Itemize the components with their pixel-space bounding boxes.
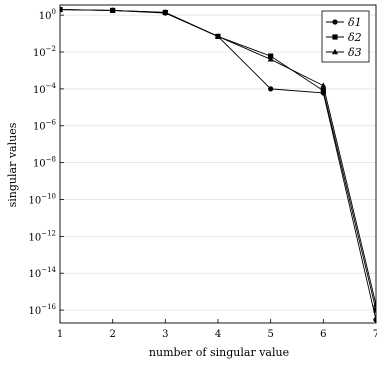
y-tick-exponent: −10 [41,192,56,200]
y-axis-label: singular values [6,122,19,207]
data-point-square [320,88,326,94]
y-tick-base: 10 [28,195,41,206]
y-tick-base: 10 [33,122,46,133]
x-tick-label: 4 [215,329,221,340]
grid-lines [60,14,376,311]
y-tick-label: 10−6 [33,119,57,133]
y-tick-base: 10 [33,159,46,170]
tick-labels: 10010−210−410−610−810−1010−1210−1410−161… [28,8,377,340]
legend-entry: δ1 [348,16,362,29]
data-point-circle [268,86,274,92]
data-point-circle [373,317,376,323]
y-tick-base: 10 [33,85,46,96]
x-tick-label: 2 [109,329,115,340]
legend: δ1 δ2 δ3 [321,10,370,63]
data-point-triangle [215,33,221,39]
y-tick-label: 10−8 [33,156,56,170]
y-tick-label: 10−16 [28,303,56,317]
y-tick-exponent: −12 [41,229,56,237]
data-point-triangle [320,82,327,88]
y-tick-base: 10 [33,48,46,59]
data-point-triangle [109,7,116,13]
legend-box [321,10,370,63]
x-tick-label: 7 [373,329,377,340]
data-point-triangle [162,9,169,15]
y-tick-exponent: −2 [46,45,56,53]
data-point-square [373,307,376,313]
y-tick-label: 10−2 [33,45,56,59]
legend-entry: δ3 [348,46,362,59]
y-tick-exponent: −8 [46,156,56,164]
y-tick-base: 10 [28,306,41,317]
x-axis-label: number of singular value [149,346,289,359]
y-tick-base: 10 [39,11,52,22]
data-point-triangle [373,301,376,307]
y-tick-label: 10−10 [28,192,56,206]
series-layer [60,6,376,323]
data-point-triangle [267,56,274,62]
y-tick-base: 10 [28,269,41,280]
data-point-circle [332,19,338,25]
axes [59,4,377,324]
y-tick-label: 10−12 [28,229,56,243]
y-tick-exponent: −6 [46,119,57,127]
y-tick-exponent: 0 [52,8,56,16]
y-tick-exponent: −4 [46,82,57,90]
y-tick-exponent: −16 [41,303,56,311]
x-tick-label: 1 [57,329,63,340]
y-tick-label: 10−14 [28,266,56,280]
data-point-square [332,34,338,40]
y-tick-label: 10−4 [33,82,57,96]
data-point-triangle [60,6,63,12]
plot-frame [59,4,377,324]
y-tick-base: 10 [28,232,41,243]
data-point-triangle [332,48,338,55]
legend-entry: δ2 [348,31,362,44]
series-3 [60,6,376,307]
x-tick-label: 3 [162,329,168,340]
x-tick-label: 6 [320,329,326,340]
y-tick-label: 100 [39,8,56,22]
x-tick-label: 5 [267,329,273,340]
y-tick-exponent: −14 [41,266,56,274]
